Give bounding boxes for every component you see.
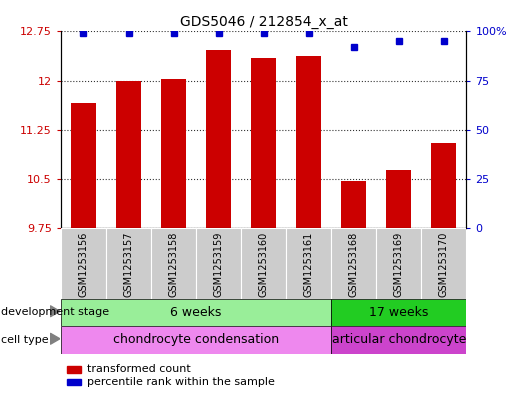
Text: GSM1253169: GSM1253169 <box>394 231 404 297</box>
Bar <box>421 228 466 299</box>
Text: GSM1253157: GSM1253157 <box>123 231 134 297</box>
Bar <box>61 326 331 354</box>
Bar <box>61 228 106 299</box>
Bar <box>151 228 196 299</box>
Polygon shape <box>50 306 60 317</box>
Text: GSM1253158: GSM1253158 <box>169 231 179 297</box>
Text: cell type: cell type <box>1 335 49 345</box>
Bar <box>296 56 321 228</box>
Bar <box>286 228 331 299</box>
Text: GSM1253159: GSM1253159 <box>214 231 224 297</box>
Text: GSM1253168: GSM1253168 <box>349 231 359 297</box>
Text: percentile rank within the sample: percentile rank within the sample <box>87 377 275 387</box>
Bar <box>67 379 81 385</box>
Text: articular chondrocyte: articular chondrocyte <box>332 333 466 347</box>
Bar <box>341 182 366 228</box>
Bar <box>431 143 456 228</box>
Bar <box>331 299 466 326</box>
Text: GSM1253160: GSM1253160 <box>259 231 269 297</box>
Bar <box>251 58 276 228</box>
Bar <box>71 103 96 228</box>
Text: chondrocyte condensation: chondrocyte condensation <box>113 333 279 347</box>
Bar <box>331 228 376 299</box>
Bar <box>386 170 411 228</box>
Bar <box>67 366 81 373</box>
Text: GSM1253161: GSM1253161 <box>304 231 314 297</box>
Polygon shape <box>50 333 60 344</box>
Bar <box>196 228 241 299</box>
Bar <box>106 228 151 299</box>
Text: development stage: development stage <box>1 307 109 318</box>
Bar <box>61 299 331 326</box>
Title: GDS5046 / 212854_x_at: GDS5046 / 212854_x_at <box>180 15 348 29</box>
Bar <box>161 79 186 228</box>
Text: 6 weeks: 6 weeks <box>171 306 222 319</box>
Bar <box>376 228 421 299</box>
Bar <box>331 326 466 354</box>
Bar <box>206 50 231 228</box>
Text: 17 weeks: 17 weeks <box>369 306 429 319</box>
Bar <box>116 81 141 228</box>
Text: GSM1253156: GSM1253156 <box>78 231 89 297</box>
Text: transformed count: transformed count <box>87 364 191 375</box>
Text: GSM1253170: GSM1253170 <box>439 231 449 297</box>
Bar <box>241 228 286 299</box>
